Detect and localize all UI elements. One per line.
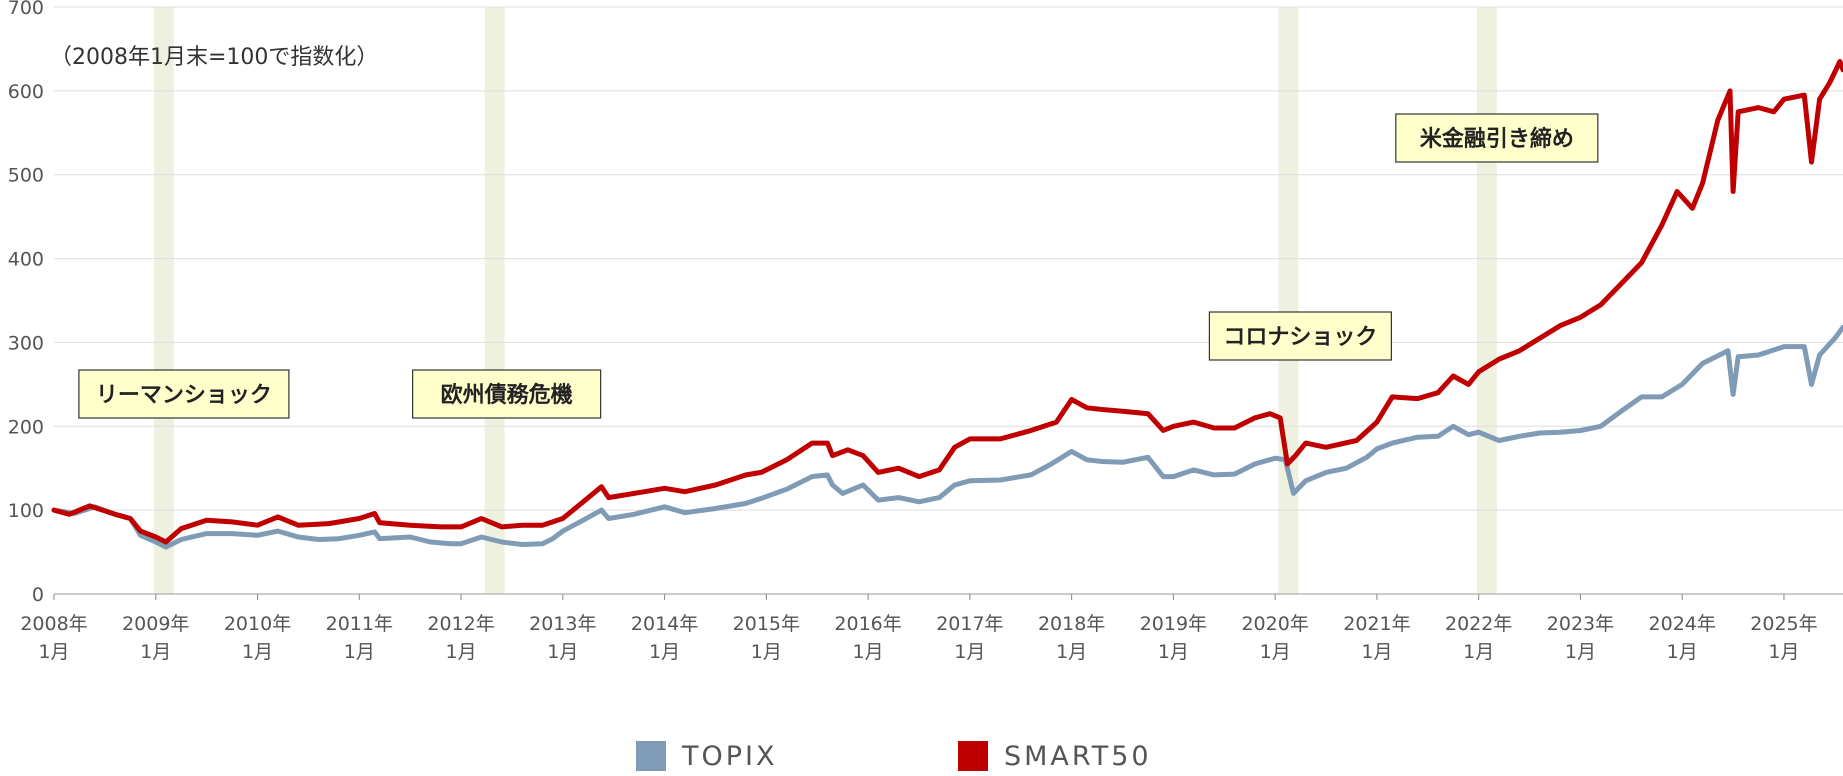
event-band-3 [1476, 7, 1497, 594]
series-lines [51, 59, 1843, 550]
x-tick-year: 2009年 [122, 613, 189, 635]
x-tick-year: 2008年 [20, 613, 87, 635]
y-tick-label: 300 [8, 332, 44, 354]
y-tick-label: 700 [8, 0, 44, 19]
y-tick-label: 600 [8, 81, 44, 103]
legend-smart50: SMART50 [958, 740, 1152, 772]
x-tick-month: 1月 [1056, 641, 1087, 663]
x-tick-month: 1月 [1768, 641, 1799, 663]
x-tick-month: 1月 [1158, 641, 1189, 663]
x-tick-year: 2023年 [1547, 613, 1614, 635]
x-tick-year: 2025年 [1750, 613, 1817, 635]
x-tick-year: 2011年 [326, 613, 393, 635]
x-tick-month: 1月 [1667, 641, 1698, 663]
x-tick-year: 2017年 [936, 613, 1003, 635]
x-tick-month: 1月 [344, 641, 375, 663]
event-label-2: コロナショック [1208, 311, 1392, 361]
legend-topix-swatch [636, 741, 666, 771]
legend-smart50-swatch [958, 741, 988, 771]
y-tick-label: 500 [8, 165, 44, 187]
x-tick-year: 2014年 [631, 613, 698, 635]
x-tick-year: 2024年 [1649, 613, 1716, 635]
x-tick-month: 1月 [242, 641, 273, 663]
y-tick-label: 100 [8, 500, 44, 522]
x-tick-month: 1月 [1463, 641, 1494, 663]
event-label-0: リーマンショック [78, 369, 290, 419]
event-label-text: リーマンショック [96, 383, 272, 408]
x-tick-month: 1月 [649, 641, 680, 663]
y-tick-label: 200 [8, 416, 44, 438]
x-axis: 2008年 1月 2009年 1月 2010年 1月 2011年 1月 2012年 1月 2013年… [20, 594, 1818, 663]
x-tick-year: 2021年 [1343, 613, 1410, 635]
event-label-3: 米金融引き締め [1395, 113, 1599, 163]
x-tick-month: 1月 [446, 641, 477, 663]
x-tick-month: 1月 [1361, 641, 1392, 663]
event-band-1 [484, 7, 505, 594]
x-tick-month: 1月 [751, 641, 782, 663]
event-label-1: 欧州債務危機 [412, 369, 602, 419]
series-line-smart50 [51, 59, 1843, 545]
event-label-text: コロナショック [1223, 325, 1377, 350]
x-tick-year: 2018年 [1038, 613, 1105, 635]
x-tick-month: 1月 [38, 641, 69, 663]
x-tick-year: 2022年 [1445, 613, 1512, 635]
x-tick-year: 2013年 [529, 613, 596, 635]
x-tick-month: 1月 [1260, 641, 1291, 663]
x-tick-month: 1月 [1565, 641, 1596, 663]
event-labels: リーマンショック 欧州債務危機 コロナショック 米金融引き締め [78, 113, 1599, 419]
legend-topix: TOPIX [636, 740, 778, 772]
y-tick-label: 0 [32, 584, 44, 606]
x-tick-year: 2016年 [834, 613, 901, 635]
event-label-text: 欧州債務危機 [441, 382, 573, 408]
x-tick-year: 2010年 [224, 613, 291, 635]
x-tick-year: 2019年 [1140, 613, 1207, 635]
y-tick-label: 400 [8, 249, 44, 271]
event-bands [153, 7, 1497, 594]
x-tick-year: 2012年 [427, 613, 494, 635]
x-tick-month: 1月 [547, 641, 578, 663]
y-axis-ticks: 0 100 200 300 400 500 600 700 [8, 0, 44, 606]
chart-note: （2008年1月末=100で指数化） [50, 45, 378, 70]
event-band-0 [153, 7, 174, 594]
legend-smart50-label: SMART50 [1004, 740, 1152, 772]
x-tick-year: 2020年 [1241, 613, 1308, 635]
x-tick-year: 2015年 [733, 613, 800, 635]
legend-topix-label: TOPIX [682, 740, 778, 772]
event-label-text: 米金融引き締め [1420, 126, 1574, 152]
event-band-2 [1278, 7, 1299, 594]
x-tick-month: 1月 [954, 641, 985, 663]
gridlines [54, 6, 1843, 595]
series-line-topix [51, 324, 1843, 550]
x-tick-month: 1月 [853, 641, 884, 663]
x-tick-month: 1月 [140, 641, 171, 663]
